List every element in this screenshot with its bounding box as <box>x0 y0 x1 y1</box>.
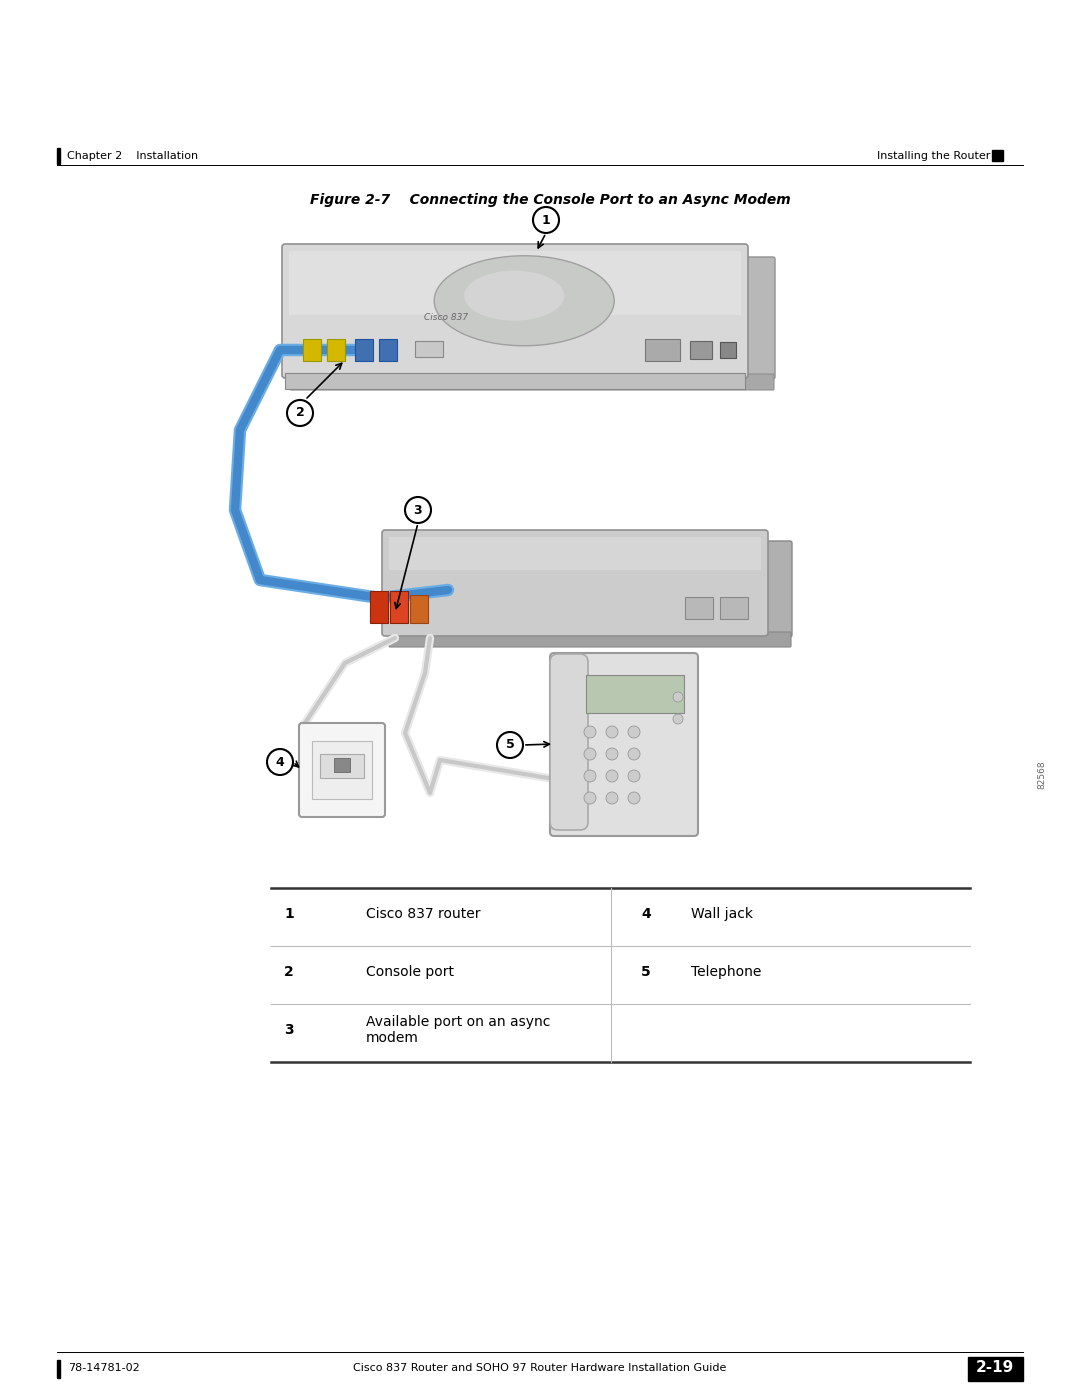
Circle shape <box>584 792 596 805</box>
FancyBboxPatch shape <box>762 541 792 637</box>
Circle shape <box>627 726 640 738</box>
FancyBboxPatch shape <box>382 529 768 636</box>
Bar <box>289 251 741 314</box>
Circle shape <box>673 714 683 724</box>
Bar <box>355 339 373 360</box>
FancyBboxPatch shape <box>389 631 791 647</box>
Text: Console port: Console port <box>366 965 454 979</box>
Bar <box>327 339 345 360</box>
Circle shape <box>606 770 618 782</box>
Circle shape <box>627 770 640 782</box>
Text: 1: 1 <box>284 907 294 921</box>
Circle shape <box>584 726 596 738</box>
Bar <box>645 339 680 360</box>
FancyBboxPatch shape <box>550 652 698 835</box>
Circle shape <box>534 207 559 233</box>
Text: 82568: 82568 <box>1038 761 1047 789</box>
Bar <box>379 339 397 360</box>
Bar <box>415 341 443 358</box>
Bar <box>389 536 761 570</box>
Circle shape <box>497 732 523 759</box>
Bar <box>586 675 684 712</box>
Circle shape <box>673 692 683 703</box>
Bar <box>57 148 60 163</box>
Text: 4: 4 <box>275 756 284 768</box>
Text: Cisco 837 router: Cisco 837 router <box>366 907 481 921</box>
Text: Figure 2-7    Connecting the Console Port to an Async Modem: Figure 2-7 Connecting the Console Port t… <box>310 193 791 207</box>
Text: Cisco 837 Router and SOHO 97 Router Hardware Installation Guide: Cisco 837 Router and SOHO 97 Router Hard… <box>353 1363 727 1373</box>
Bar <box>303 339 321 360</box>
Text: 1: 1 <box>542 214 551 226</box>
Bar <box>390 591 408 623</box>
Bar <box>370 591 388 623</box>
FancyBboxPatch shape <box>282 244 748 379</box>
Bar <box>334 759 350 773</box>
Text: 78-14781-02: 78-14781-02 <box>68 1363 139 1373</box>
Text: 5: 5 <box>642 965 651 979</box>
Circle shape <box>606 747 618 760</box>
Bar <box>690 341 712 359</box>
Bar <box>720 342 735 358</box>
Bar <box>968 1356 1023 1382</box>
Bar <box>685 597 713 619</box>
Bar <box>410 595 428 623</box>
Bar <box>312 740 372 799</box>
Circle shape <box>627 747 640 760</box>
Bar <box>320 754 364 778</box>
Ellipse shape <box>434 256 615 346</box>
Text: Telephone: Telephone <box>691 965 761 979</box>
Circle shape <box>584 770 596 782</box>
Text: Chapter 2    Installation: Chapter 2 Installation <box>67 151 198 161</box>
Text: 2: 2 <box>284 965 294 979</box>
Bar <box>285 373 745 388</box>
FancyBboxPatch shape <box>299 724 384 817</box>
Text: 4: 4 <box>642 907 651 921</box>
Circle shape <box>287 400 313 426</box>
Text: Installing the Router: Installing the Router <box>877 151 990 161</box>
Text: 3: 3 <box>284 1023 294 1037</box>
Circle shape <box>627 792 640 805</box>
Text: 3: 3 <box>414 503 422 517</box>
Bar <box>57 1361 60 1377</box>
Ellipse shape <box>464 271 564 321</box>
Text: Cisco 837: Cisco 837 <box>424 313 468 321</box>
Text: Wall jack: Wall jack <box>691 907 753 921</box>
Bar <box>993 149 1003 161</box>
Bar <box>720 597 748 619</box>
Circle shape <box>606 726 618 738</box>
FancyBboxPatch shape <box>291 374 774 390</box>
FancyBboxPatch shape <box>743 257 775 379</box>
Circle shape <box>606 792 618 805</box>
Text: 2-19: 2-19 <box>976 1361 1014 1376</box>
Circle shape <box>405 497 431 522</box>
Text: 2: 2 <box>296 407 305 419</box>
FancyBboxPatch shape <box>550 654 588 830</box>
Circle shape <box>584 747 596 760</box>
Text: Available port on an async
modem: Available port on an async modem <box>366 1016 551 1045</box>
Circle shape <box>267 749 293 775</box>
Text: 5: 5 <box>505 739 514 752</box>
